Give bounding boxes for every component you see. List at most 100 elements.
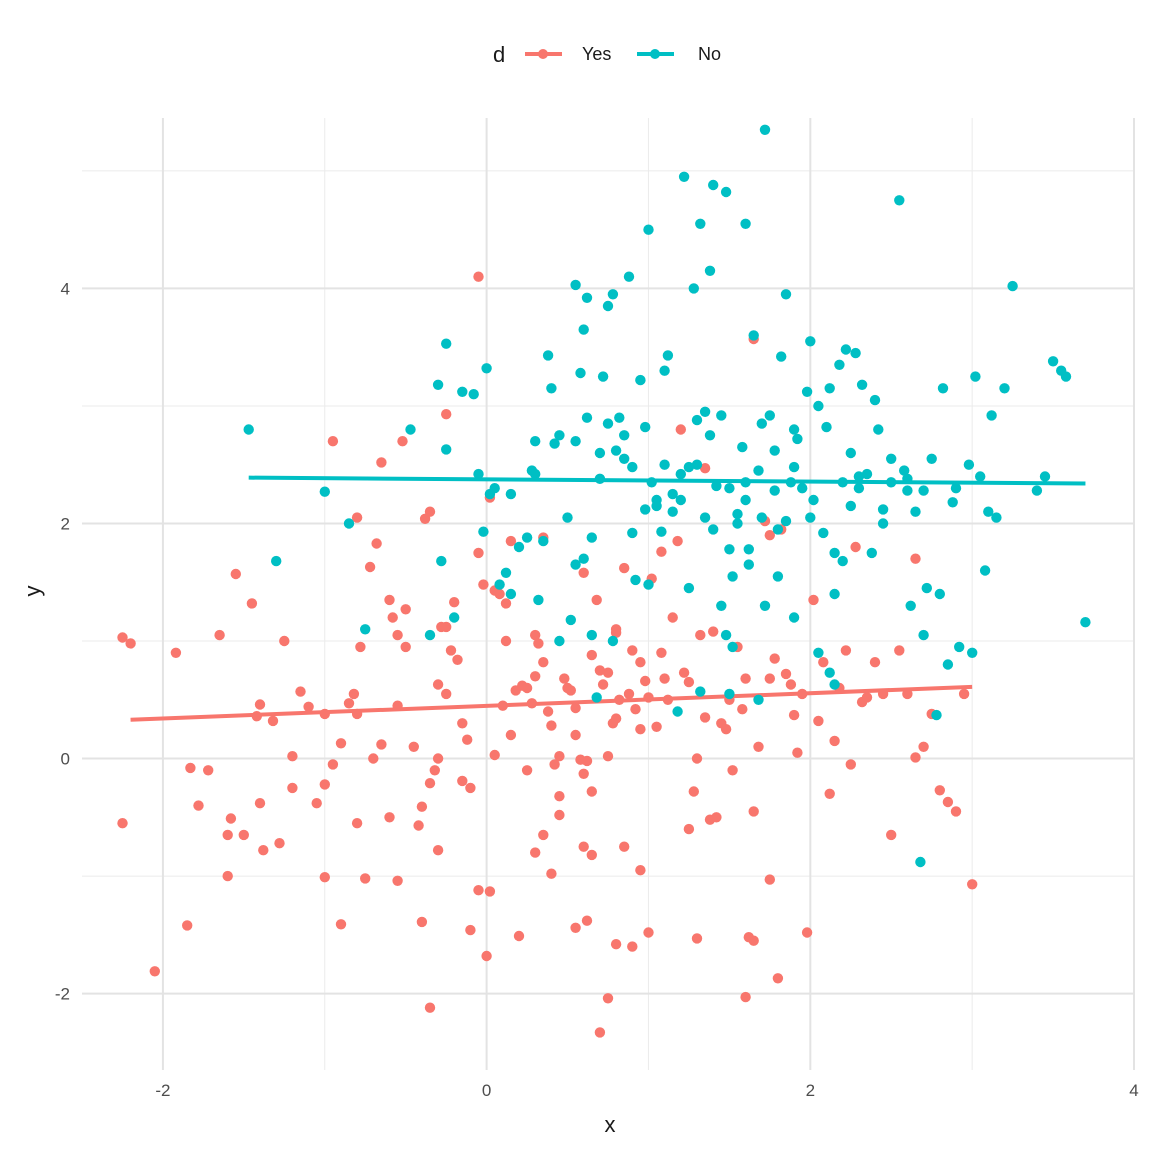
point-yes [691, 933, 703, 944]
point-no [979, 565, 991, 576]
point-yes [117, 818, 128, 829]
point-no [954, 641, 965, 653]
point-yes [424, 778, 436, 789]
point-no [886, 477, 897, 488]
point-no [716, 410, 727, 421]
point-yes [656, 647, 667, 658]
point-yes [559, 673, 570, 684]
point-yes [748, 935, 759, 946]
point-no [594, 473, 606, 484]
point-yes [384, 812, 395, 823]
point-no [756, 418, 767, 429]
point-yes [400, 641, 411, 653]
point-yes [627, 645, 638, 656]
point-yes [441, 621, 452, 633]
y-tick-label: 4 [61, 279, 70, 298]
point-no [570, 436, 581, 447]
point-yes [462, 734, 473, 745]
point-yes [457, 775, 468, 787]
point-no [918, 485, 929, 496]
point-yes [581, 915, 593, 926]
point-yes [764, 530, 775, 541]
point-no [271, 555, 282, 567]
point-no [643, 579, 654, 590]
point-no [824, 383, 835, 394]
point-yes [635, 657, 646, 668]
point-no [724, 688, 735, 700]
point-yes [818, 657, 829, 668]
point-no [801, 386, 813, 397]
point-yes [581, 755, 593, 767]
point-no [732, 518, 743, 529]
point-no [542, 350, 554, 361]
point-no [243, 424, 254, 435]
point-yes [801, 927, 813, 938]
point-yes [424, 1002, 436, 1013]
point-no [691, 459, 703, 470]
point-yes [586, 649, 597, 661]
point-yes [408, 741, 419, 752]
point-no [708, 179, 719, 191]
point-yes [182, 920, 193, 931]
point-yes [740, 991, 751, 1003]
point-no [449, 612, 460, 623]
point-yes [845, 759, 856, 770]
point-yes [392, 700, 403, 711]
point-yes [869, 657, 881, 668]
y-tick-label: -2 [55, 985, 70, 1004]
point-no [672, 706, 683, 717]
point-no [792, 433, 803, 445]
point-no [468, 389, 479, 400]
point-yes [258, 845, 269, 856]
point-no [640, 421, 651, 433]
point-yes [376, 739, 387, 750]
point-no [991, 512, 1002, 523]
point-yes [578, 841, 589, 852]
point-yes [538, 829, 549, 841]
point-no [646, 477, 657, 488]
point-yes [364, 561, 376, 573]
point-yes [695, 629, 706, 641]
point-no [319, 486, 330, 497]
point-no [740, 218, 751, 229]
point-yes [432, 845, 444, 856]
point-no [910, 506, 921, 517]
point-yes [942, 796, 954, 808]
point-no [635, 374, 646, 386]
point-no [748, 330, 759, 341]
point-no [699, 512, 711, 523]
point-yes [526, 698, 538, 709]
point-yes [246, 598, 258, 609]
point-no [942, 659, 954, 670]
point-no [530, 468, 541, 480]
point-no [737, 441, 748, 453]
point-yes [792, 747, 803, 758]
point-yes [610, 624, 622, 635]
point-no [562, 512, 573, 523]
point-no [424, 629, 436, 641]
point-yes [797, 688, 808, 700]
point-yes [594, 665, 606, 676]
point-yes [546, 720, 557, 731]
point-yes [578, 768, 589, 779]
point-yes [788, 709, 800, 721]
point-yes [667, 612, 678, 623]
point-yes [222, 870, 233, 882]
point-yes [368, 753, 379, 764]
point-yes [397, 436, 408, 447]
point-no [441, 444, 452, 455]
point-yes [910, 553, 921, 564]
point-no [627, 461, 638, 473]
point-no [607, 635, 619, 647]
point-yes [659, 673, 670, 684]
point-yes [542, 706, 554, 717]
x-tick-label: 2 [806, 1081, 815, 1100]
point-yes [267, 715, 279, 727]
point-no [1080, 617, 1091, 628]
point-yes [376, 457, 387, 468]
point-yes [500, 635, 512, 647]
point-no [788, 424, 800, 435]
point-yes [785, 679, 797, 690]
point-no [623, 271, 635, 282]
x-axis-title: x [605, 1112, 616, 1137]
